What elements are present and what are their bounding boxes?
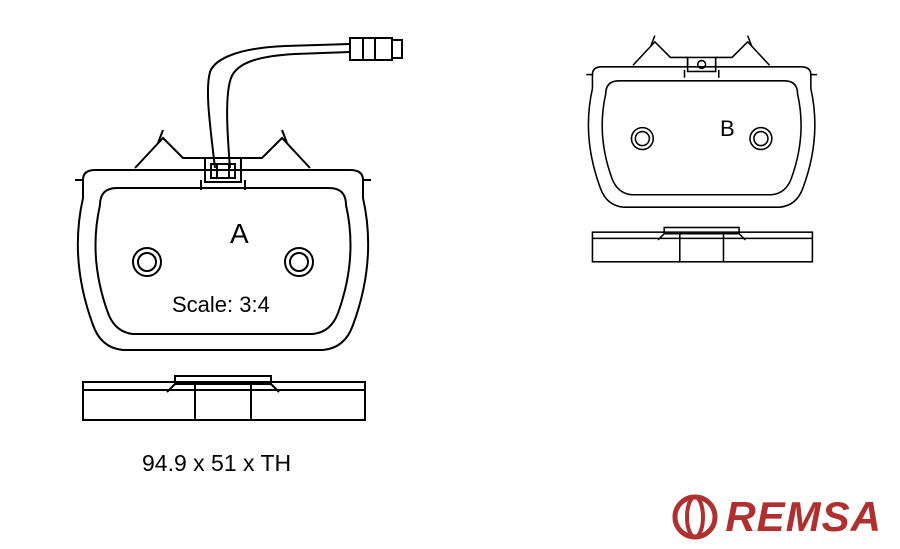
brand-logo: REMSA (671, 493, 882, 541)
pad-b-label: B (720, 116, 735, 142)
pad-a-label: A (230, 218, 249, 250)
dimension-text: 94.9 x 51 x TH (142, 450, 291, 477)
brand-logo-text: REMSA (725, 493, 882, 541)
brand-logo-mark (671, 493, 719, 541)
brake-pad-a (55, 30, 455, 450)
brake-pad-b (555, 20, 865, 320)
technical-drawing-canvas: A Scale: 3:4 (0, 0, 900, 549)
scale-label: Scale: 3:4 (172, 292, 270, 318)
